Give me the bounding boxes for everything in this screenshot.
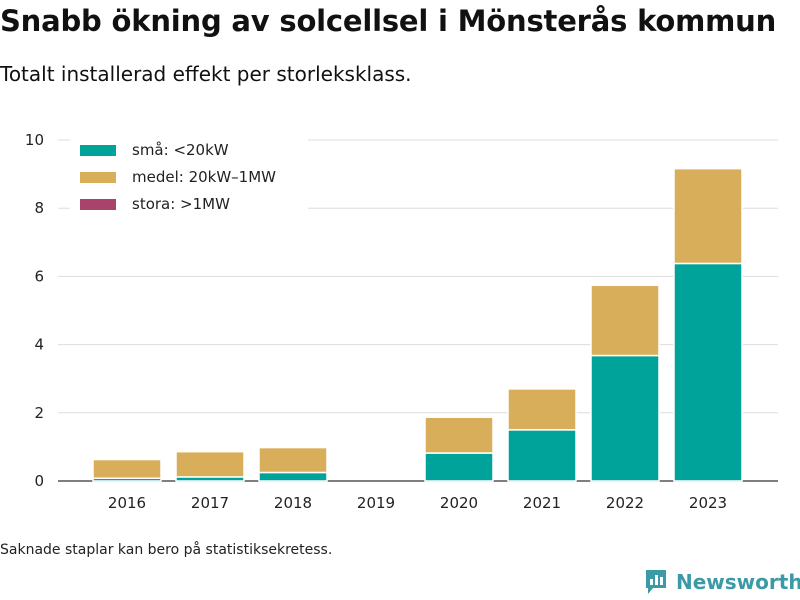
x-tick-label: 2023: [689, 494, 727, 512]
bar-segment: [92, 458, 162, 480]
chart-title: Snabb ökning av solcellsel i Mönsterås k…: [0, 4, 777, 38]
y-tick-label: 2: [34, 404, 44, 422]
legend-item-medium: medel: 20kW–1MW: [80, 165, 276, 189]
bar-segment: [673, 167, 743, 265]
y-tick-label: 8: [34, 199, 44, 217]
bars: [92, 167, 743, 482]
legend-label-medium: medel: 20kW–1MW: [132, 168, 277, 186]
y-tick-label: 6: [34, 267, 44, 285]
x-tick-label: 2017: [191, 494, 229, 512]
x-tick-label: 2019: [357, 494, 395, 512]
bar-segment: [258, 471, 328, 482]
chart-subtitle: Totalt installerad effekt per storlekskl…: [0, 62, 412, 86]
bar-segment: [424, 416, 494, 454]
legend-swatch-large: [80, 198, 116, 210]
legend-label-large: stora: >1MW: [132, 195, 230, 213]
bar-segment: [507, 388, 577, 431]
x-tick-label: 2018: [274, 494, 312, 512]
x-tick-label: 2021: [523, 494, 561, 512]
bar-segment: [507, 429, 577, 482]
bar-segment: [424, 452, 494, 482]
y-tick-label: 4: [34, 336, 44, 354]
bar-segment: [590, 354, 660, 482]
y-axis-ticks: 0 2 4 6 8 10: [25, 131, 44, 490]
bar-segment: [673, 262, 743, 482]
legend-label-small: små: <20kW: [132, 141, 229, 159]
footnote: Saknade staplar kan bero på statistiksek…: [0, 542, 333, 558]
legend-swatch-medium: [80, 171, 116, 183]
brand-name: Newsworthy: [676, 570, 800, 594]
legend-item-small: små: <20kW: [80, 138, 229, 162]
y-tick-label: 0: [34, 472, 44, 490]
x-axis-ticks: 2016 2017 2018 2019 2020 2021 2022 2023: [108, 494, 727, 512]
legend-swatch-small: [80, 144, 116, 156]
x-tick-label: 2016: [108, 494, 146, 512]
bar-segment: [258, 446, 328, 474]
legend-item-large: stora: >1MW: [80, 192, 230, 216]
bar-segment: [590, 284, 660, 357]
brand[interactable]: Newsworthy: [644, 568, 800, 596]
legend: små: <20kW medel: 20kW–1MW stora: >1MW: [70, 132, 308, 213]
newsworthy-logo-icon: [646, 570, 666, 594]
y-tick-label: 10: [25, 131, 44, 149]
x-tick-label: 2020: [440, 494, 478, 512]
x-tick-label: 2022: [606, 494, 644, 512]
bar-segment: [175, 450, 245, 478]
